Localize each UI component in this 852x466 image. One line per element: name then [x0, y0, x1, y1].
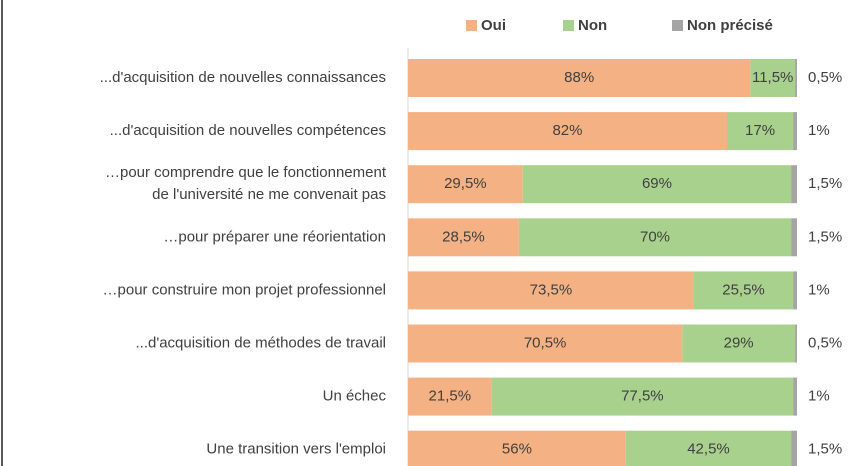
bar-segment	[795, 324, 797, 363]
value-label: 11,5%	[752, 69, 793, 86]
category-label: ...d'acquisition de nouvelles compétence…	[110, 122, 386, 139]
value-label: 29%	[724, 334, 754, 351]
value-label: 70%	[640, 228, 670, 245]
legend-label: Non	[578, 17, 607, 34]
category-label: ...d'acquisition de méthodes de travail	[135, 334, 386, 351]
bar-segment	[408, 218, 519, 257]
value-label: 73,5%	[530, 281, 573, 298]
value-label: 17%	[745, 122, 775, 139]
bar-segment	[726, 112, 794, 151]
bar-segment	[791, 430, 797, 466]
category-label: Un échec	[323, 388, 387, 405]
legend-label: Oui	[481, 17, 506, 34]
value-label: 88%	[564, 69, 594, 86]
value-label: 77,5%	[621, 388, 664, 405]
value-label: 21,5%	[429, 388, 472, 405]
value-label: 42,5%	[687, 441, 730, 458]
value-label: 1,5%	[808, 175, 842, 192]
category-label: …pour comprendre que le fonctionnement	[105, 164, 387, 181]
bar-segment	[791, 218, 797, 257]
bar-segment	[518, 218, 792, 257]
value-label: 1%	[808, 122, 830, 139]
bar-segment	[793, 271, 797, 310]
bar-segment	[522, 165, 792, 204]
value-label: 82%	[552, 122, 582, 139]
value-label: 1,5%	[808, 228, 842, 245]
value-label: 0,5%	[808, 69, 842, 86]
bar-segment	[408, 430, 626, 466]
value-label: 1,5%	[808, 441, 842, 458]
value-label: 56%	[502, 441, 532, 458]
bar-segment	[408, 112, 727, 151]
bar-segment	[682, 324, 796, 363]
bar-segment	[793, 377, 797, 416]
bar-segment	[625, 430, 792, 466]
value-label: 0,5%	[808, 334, 842, 351]
value-label: 69%	[642, 175, 672, 192]
category-label: …pour préparer une réorientation	[163, 228, 386, 245]
legend-label: Non précisé	[687, 17, 773, 34]
value-label: 25,5%	[722, 281, 765, 298]
bar-segment	[750, 59, 796, 97]
bar-segment	[408, 165, 523, 204]
legend-swatch	[672, 20, 683, 31]
bar-segment	[791, 165, 797, 204]
category-label: Une transition vers l'emploi	[206, 441, 386, 458]
bar-segment	[408, 59, 751, 97]
value-label: 70,5%	[524, 334, 567, 351]
category-label: ...d'acquisition de nouvelles connaissan…	[100, 69, 386, 86]
bar-segment	[408, 377, 492, 416]
value-label: 1%	[808, 388, 830, 405]
bar-segment	[693, 271, 794, 310]
value-label: 1%	[808, 281, 830, 298]
bar-segment	[795, 59, 797, 97]
bar-segment	[408, 324, 683, 363]
legend-swatch	[466, 20, 477, 31]
value-label: 28,5%	[442, 228, 485, 245]
category-label: …pour construire mon projet professionne…	[103, 281, 386, 298]
legend-swatch	[563, 20, 574, 31]
bar-segment	[491, 377, 794, 416]
bar-segment	[793, 112, 797, 151]
category-label: de l'université ne me convenait pas	[152, 186, 386, 203]
value-label: 29,5%	[444, 175, 487, 192]
bar-segment	[408, 271, 694, 310]
